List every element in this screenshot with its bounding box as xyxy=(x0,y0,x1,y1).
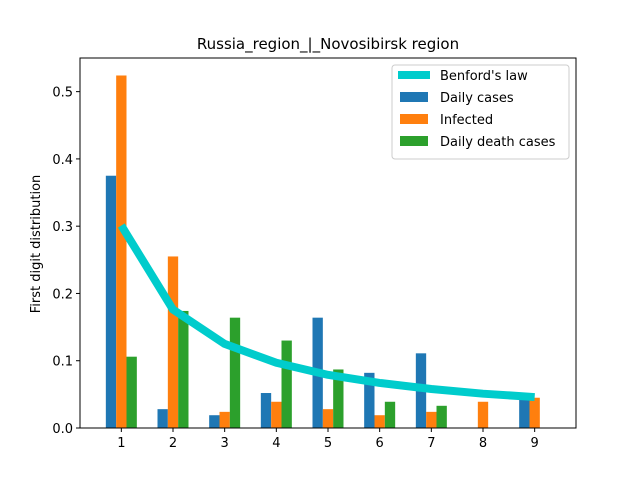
y-axis-label: First digit distribution xyxy=(29,175,44,314)
x-tick-label-4: 4 xyxy=(272,436,280,451)
bar-daily-death-cases-1 xyxy=(126,356,137,428)
x-axis-ticks: 1 2 3 4 5 6 7 8 9 xyxy=(117,428,539,451)
benford-line xyxy=(117,223,535,402)
x-tick-label-3: 3 xyxy=(221,436,229,451)
bar-infected-4 xyxy=(271,401,282,428)
legend-label-daily-death-cases: Daily death cases xyxy=(440,135,556,150)
chart-title: Russia_region_|_Novosibirsk region xyxy=(197,35,459,54)
legend-swatch-daily-death-cases xyxy=(400,136,428,146)
bar-daily-death-cases-4 xyxy=(281,340,292,428)
bar-infected-9 xyxy=(529,397,540,428)
legend-box xyxy=(391,64,570,160)
x-tick-label-2: 2 xyxy=(169,436,177,451)
legend-swatch-daily-cases xyxy=(400,92,428,102)
bar-infected-8 xyxy=(477,401,489,428)
y-tick-label-0.1: 0.1 xyxy=(52,355,73,370)
x-tick-label-1: 1 xyxy=(117,436,125,451)
legend-label-daily-cases: Daily cases xyxy=(440,91,514,106)
y-axis-ticks: 0.0 0.1 0.2 0.3 0.4 0.5 xyxy=(52,86,80,437)
y-tick-label-0.0: 0.0 xyxy=(52,422,73,437)
legend-swatch-infected xyxy=(400,114,428,124)
bar-daily-death-cases-7 xyxy=(436,405,447,428)
y-tick-label-0.2: 0.2 xyxy=(52,287,73,302)
x-tick-label-6: 6 xyxy=(376,436,384,451)
x-tick-label-8: 8 xyxy=(479,436,487,451)
x-tick-label-7: 7 xyxy=(427,436,435,451)
x-tick-label-5: 5 xyxy=(324,436,332,451)
legend: Benford's law Daily cases Infected Daily de… xyxy=(391,64,570,160)
bar-infected-3 xyxy=(219,411,230,428)
bar-daily-death-cases-5 xyxy=(333,369,344,428)
legend-label-infected: Infected xyxy=(440,113,493,128)
bar-daily-cases-4 xyxy=(260,393,272,428)
benford-line-layer xyxy=(117,223,535,402)
bar-infected-2 xyxy=(167,256,179,428)
y-tick-label-0.4: 0.4 xyxy=(52,153,73,168)
bar-daily-cases-1 xyxy=(105,175,117,428)
bar-daily-death-cases-3 xyxy=(229,317,241,428)
y-tick-label-0.5: 0.5 xyxy=(52,86,73,101)
bar-infected-6 xyxy=(374,415,385,428)
bar-daily-death-cases-2 xyxy=(178,310,189,428)
bar-daily-cases-6 xyxy=(364,372,375,428)
bar-daily-death-cases-6 xyxy=(384,401,396,428)
bar-infected-7 xyxy=(426,411,437,428)
bar-infected-1 xyxy=(116,75,127,428)
bar-daily-cases-9 xyxy=(519,397,530,428)
bar-daily-cases-2 xyxy=(157,409,168,428)
y-tick-label-0.3: 0.3 xyxy=(52,220,73,235)
x-tick-label-9: 9 xyxy=(531,436,539,451)
bar-daily-cases-3 xyxy=(209,415,220,428)
bar-infected-5 xyxy=(322,409,334,428)
legend-label-benford-s-law: Benford's law xyxy=(440,69,528,84)
